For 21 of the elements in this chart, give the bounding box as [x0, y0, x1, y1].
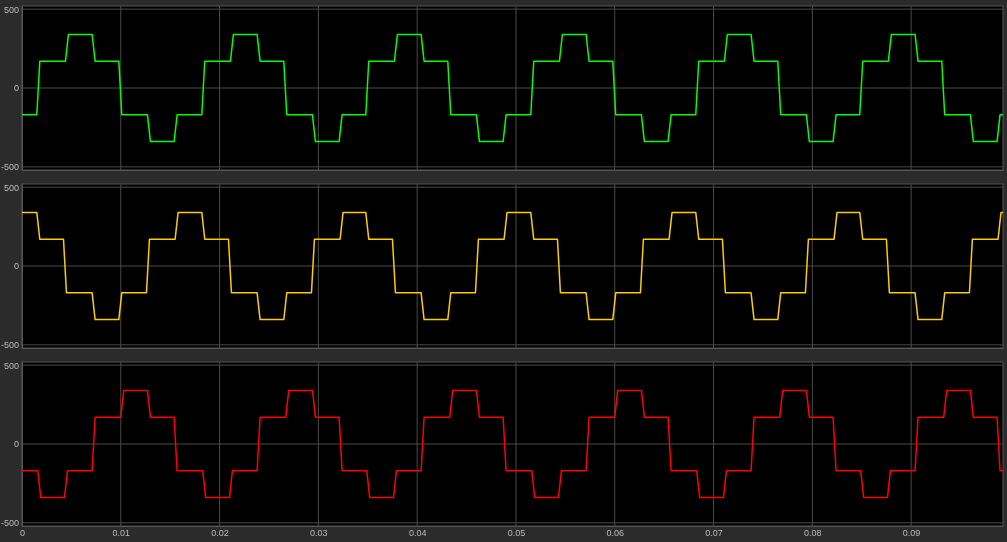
x-tick-label: 0.03	[310, 528, 328, 539]
line-series	[21, 33, 1004, 143]
x-tick-label: 0.07	[705, 528, 723, 539]
x-tick-label: 0.06	[606, 528, 625, 539]
y-tick-label: -500	[0, 340, 19, 351]
y-tick-label: 0	[13, 439, 19, 450]
y-tick-label: 0	[13, 83, 19, 94]
line-series	[21, 389, 1004, 499]
y-tick-label: 0	[13, 261, 19, 272]
x-tick-label: 0.09	[902, 528, 921, 539]
line-series	[21, 211, 1004, 321]
x-tick-label: 0.04	[408, 528, 427, 539]
x-tick-label: 0.01	[112, 528, 131, 539]
y-tick-label: 500	[3, 182, 19, 193]
y-tick-label: -500	[0, 162, 19, 173]
x-tick-label: 0.05	[507, 528, 526, 539]
x-tick-label: 0.08	[804, 528, 822, 539]
x-tick-label: 0.02	[211, 528, 229, 539]
y-tick-label: 500	[3, 360, 19, 371]
y-tick-label: 500	[3, 4, 19, 15]
y-tick-label: -500	[0, 518, 19, 529]
